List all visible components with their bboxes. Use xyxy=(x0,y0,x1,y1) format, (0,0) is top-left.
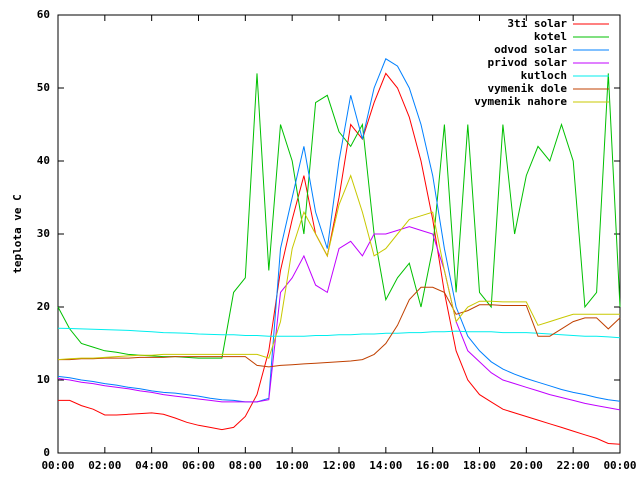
y-tick-label: 40 xyxy=(37,154,50,167)
x-tick-label: 16:00 xyxy=(416,459,449,472)
x-tick-label: 04:00 xyxy=(135,459,168,472)
series-line xyxy=(57,58,621,403)
y-tick-label: 0 xyxy=(43,446,50,459)
x-tick-label: 20:00 xyxy=(510,459,543,472)
legend-label: 3ti solar xyxy=(507,17,567,30)
x-tick-label: 22:00 xyxy=(557,459,590,472)
y-tick-label: 50 xyxy=(37,81,50,94)
x-tick-label: 00:00 xyxy=(603,459,636,472)
x-tick-label: 10:00 xyxy=(276,459,309,472)
x-tick-label: 06:00 xyxy=(182,459,215,472)
legend-label: vymenik dole xyxy=(488,82,568,95)
y-tick-label: 30 xyxy=(37,227,50,240)
series-line xyxy=(57,327,621,339)
x-tick-label: 18:00 xyxy=(463,459,496,472)
legend-label: kotel xyxy=(534,30,567,43)
series-line xyxy=(58,286,621,368)
x-tick-label: 02:00 xyxy=(88,459,121,472)
y-tick-label: 10 xyxy=(37,373,50,386)
x-tick-label: 14:00 xyxy=(369,459,402,472)
series-line xyxy=(57,174,620,361)
legend-label: vymenik nahore xyxy=(474,95,567,108)
legend-label: privod solar xyxy=(488,56,568,69)
y-tick-label: 20 xyxy=(37,300,50,313)
legend-label: odvod solar xyxy=(494,43,567,56)
x-tick-label: 08:00 xyxy=(229,459,262,472)
series-line xyxy=(58,72,621,445)
x-tick-label: 00:00 xyxy=(41,459,74,472)
x-tick-label: 12:00 xyxy=(322,459,355,472)
series-line xyxy=(57,73,621,359)
series-line xyxy=(57,226,621,411)
y-axis-label: teplota ve C xyxy=(11,194,24,273)
y-tick-label: 60 xyxy=(37,8,50,21)
legend-label: kutloch xyxy=(521,69,567,82)
